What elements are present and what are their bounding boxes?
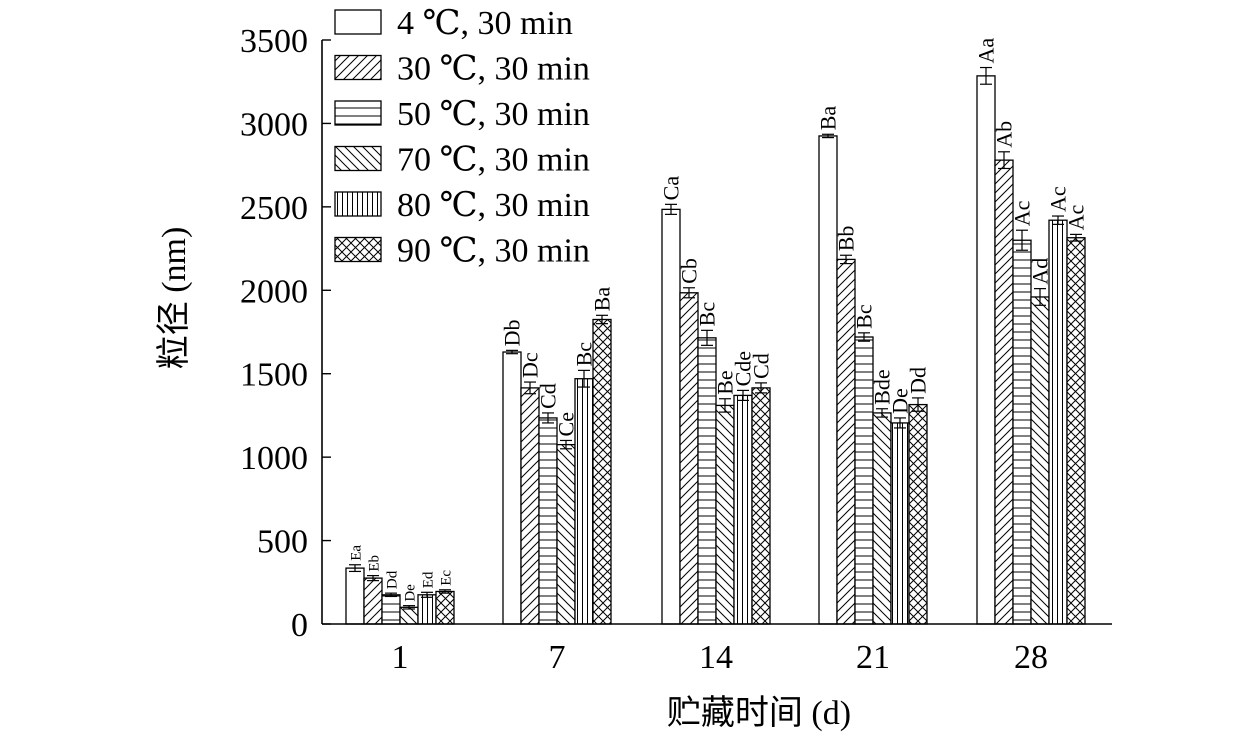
bar	[592, 318, 612, 625]
data-label: Bc	[852, 304, 877, 329]
data-label: Ac	[1064, 205, 1089, 231]
bar	[976, 75, 996, 625]
legend-label: 4 ℃, 30 min	[397, 5, 573, 42]
data-label: Ac	[1046, 186, 1071, 212]
data-label: Cd	[536, 383, 561, 409]
data-label: Db	[500, 319, 525, 346]
data-label: Aa	[974, 38, 999, 64]
bar	[679, 292, 699, 625]
bar	[908, 403, 928, 625]
legend-label: 30 ℃, 30 min	[397, 51, 590, 88]
legend-item: 90 ℃, 30 min	[334, 233, 590, 270]
bar	[399, 606, 419, 625]
data-label: Ec	[438, 570, 454, 586]
bar	[733, 394, 753, 625]
data-label: Eb	[366, 555, 382, 572]
legend-item: 50 ℃, 30 min	[334, 96, 590, 133]
legend-swatch	[334, 9, 382, 35]
data-label: Ea	[348, 545, 364, 561]
y-tick-label: 1000	[240, 440, 308, 477]
bar	[1012, 239, 1032, 625]
legend-item: 4 ℃, 30 min	[334, 5, 573, 42]
bar	[556, 443, 576, 625]
bar	[994, 159, 1014, 625]
bar	[574, 378, 594, 625]
bar	[751, 387, 771, 625]
x-tick-label: 7	[549, 639, 566, 676]
bar	[520, 387, 540, 625]
bar	[345, 567, 365, 625]
bar	[1048, 219, 1068, 625]
bar	[417, 594, 437, 625]
y-tick-label: 500	[257, 524, 308, 561]
data-label: Bde	[870, 369, 895, 404]
bar	[502, 351, 522, 625]
data-label: Ba	[590, 287, 615, 312]
data-label: Ac	[1010, 200, 1035, 226]
y-tick-label: 0	[291, 607, 308, 644]
data-label: Ed	[420, 571, 436, 588]
bar	[1030, 296, 1050, 625]
bar	[715, 404, 735, 625]
data-label: Be	[713, 370, 738, 394]
x-tick-label: 21	[856, 639, 890, 676]
data-label: Dd	[384, 570, 400, 589]
legend-swatch	[334, 54, 382, 81]
bar	[1066, 237, 1086, 625]
bar	[890, 422, 910, 625]
bar	[363, 577, 383, 625]
legend-label: 70 ℃, 30 min	[397, 142, 590, 179]
y-axis: 0 500 1000 1500 2000 2500 3000 3500	[240, 23, 331, 644]
x-axis-label: 贮藏时间 (d)	[667, 694, 851, 732]
legend-swatch	[334, 236, 382, 263]
y-tick-label: 3500	[240, 23, 308, 60]
data-label: Cde	[731, 351, 756, 386]
legend-swatch	[334, 100, 382, 126]
bar	[435, 590, 455, 625]
data-label: Ca	[659, 176, 684, 201]
y-tick-label: 2000	[240, 273, 308, 310]
data-label: Cb	[677, 258, 702, 284]
data-label: Ab	[992, 121, 1017, 148]
x-tick-label: 28	[1014, 639, 1048, 676]
bar	[381, 594, 401, 625]
x-tick-label: 1	[392, 639, 409, 676]
y-tick-label: 1500	[240, 357, 308, 394]
y-tick-label: 2500	[240, 190, 308, 227]
data-label: De	[402, 584, 418, 602]
y-axis-label: 粒径 (nm)	[155, 227, 193, 370]
legend: 4 ℃, 30 min 30 ℃, 30 min 50 ℃, 30 min 70 ℃,…	[334, 5, 590, 270]
legend-item: 70 ℃, 30 min	[334, 142, 590, 179]
x-tick-label: 14	[699, 639, 733, 676]
data-label: Dd	[906, 367, 931, 394]
bar	[538, 417, 558, 625]
legend-label: 90 ℃, 30 min	[397, 233, 590, 270]
y-tick-label: 3000	[240, 106, 308, 143]
legend-swatch	[334, 145, 382, 172]
legend-item: 80 ℃, 30 min	[334, 187, 590, 224]
data-label: Bc	[695, 302, 720, 327]
data-label: Bb	[834, 226, 859, 252]
legend-swatch	[334, 191, 382, 217]
bar	[872, 412, 892, 625]
legend-label: 50 ℃, 30 min	[397, 96, 590, 133]
bar	[818, 135, 838, 625]
data-label: Cd	[749, 353, 774, 379]
legend-label: 80 ℃, 30 min	[397, 187, 590, 224]
data-label: Dc	[518, 352, 543, 378]
data-label: Ba	[816, 106, 841, 131]
x-axis: 1 7 14 21 28	[322, 623, 1112, 676]
legend-item: 30 ℃, 30 min	[334, 51, 590, 88]
